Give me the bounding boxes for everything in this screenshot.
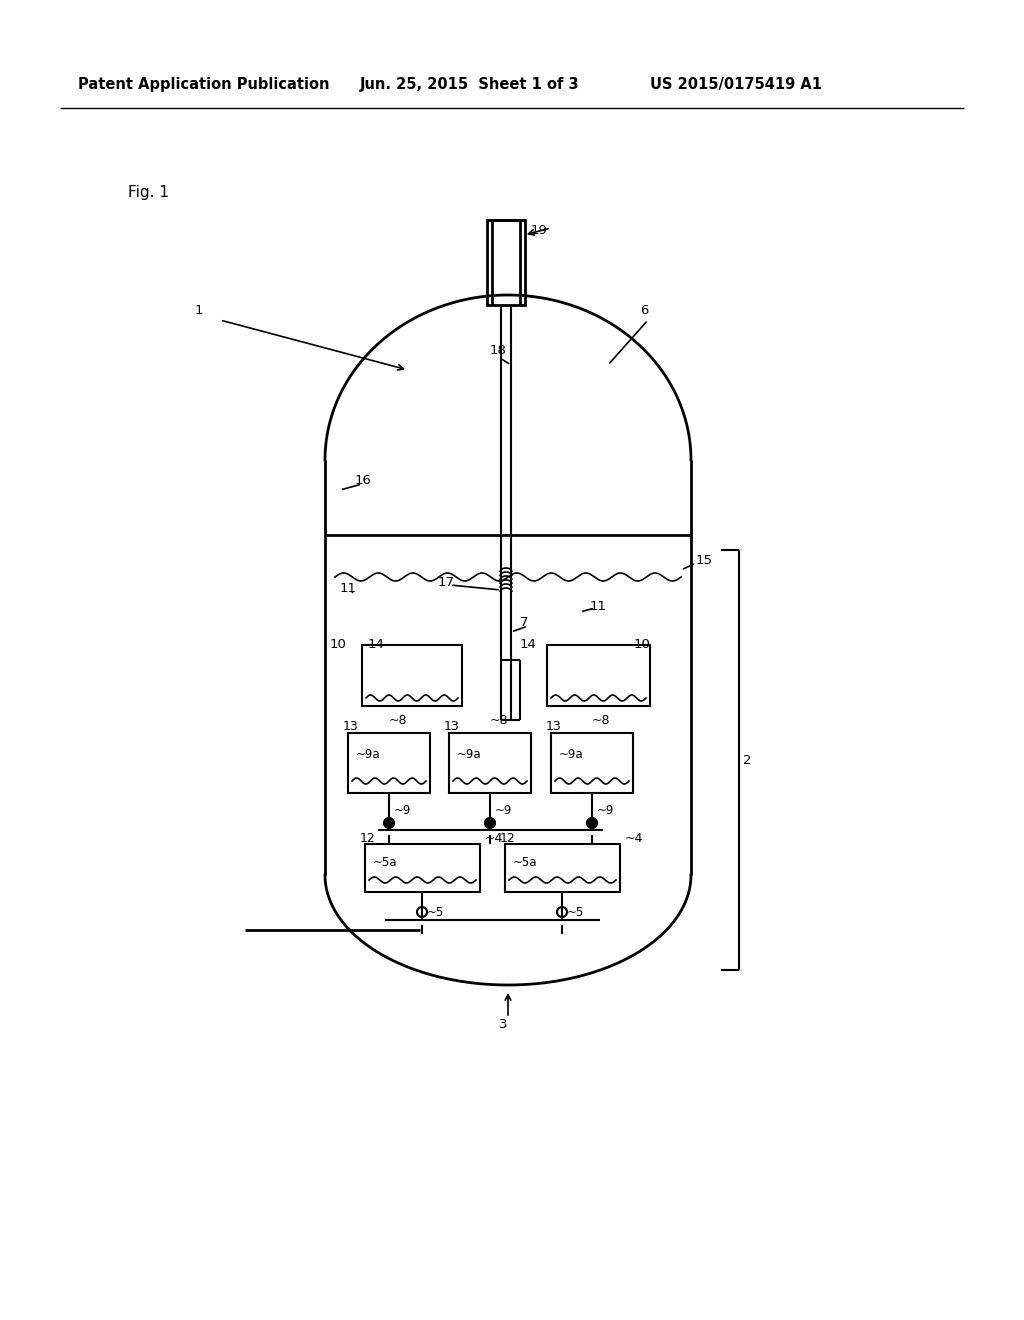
Text: 19: 19 [531, 223, 548, 236]
Bar [547, 645, 650, 706]
Text: 10: 10 [330, 638, 347, 651]
Bar [449, 733, 531, 793]
Text: ~5a: ~5a [513, 855, 538, 869]
Text: ~8: ~8 [592, 714, 610, 726]
Text: Patent Application Publication: Patent Application Publication [78, 78, 330, 92]
Bar [362, 645, 462, 706]
Text: ~9: ~9 [597, 804, 614, 817]
Text: 12: 12 [360, 832, 376, 845]
Text: ~9a: ~9a [356, 748, 381, 762]
Text: Jun. 25, 2015  Sheet 1 of 3: Jun. 25, 2015 Sheet 1 of 3 [360, 78, 580, 92]
Text: 7: 7 [520, 615, 528, 628]
Bar [551, 733, 633, 793]
Circle shape [485, 818, 495, 828]
Text: ~9: ~9 [394, 804, 412, 817]
Text: 14: 14 [520, 638, 537, 651]
Text: ~8: ~8 [389, 714, 408, 726]
Text: 11: 11 [340, 582, 357, 594]
Text: 17: 17 [438, 576, 455, 589]
Bar [365, 843, 480, 892]
Text: ~5: ~5 [427, 906, 444, 919]
Bar [487, 220, 525, 305]
Text: 13: 13 [343, 721, 358, 734]
Text: 18: 18 [490, 343, 507, 356]
Text: 13: 13 [546, 721, 562, 734]
Text: ~4: ~4 [485, 832, 504, 845]
Text: 3: 3 [499, 1019, 507, 1031]
Text: 6: 6 [640, 304, 648, 317]
Text: 14: 14 [368, 638, 385, 651]
Text: Fig. 1: Fig. 1 [128, 186, 169, 201]
Text: ~8: ~8 [490, 714, 509, 726]
Text: 2: 2 [743, 754, 752, 767]
Text: ~5a: ~5a [373, 855, 397, 869]
Text: US 2015/0175419 A1: US 2015/0175419 A1 [650, 78, 822, 92]
Text: ~5: ~5 [567, 906, 585, 919]
Bar [505, 843, 620, 892]
Text: 16: 16 [355, 474, 372, 487]
Text: 1: 1 [195, 304, 204, 317]
Circle shape [587, 818, 597, 828]
Bar [348, 733, 430, 793]
Text: ~9a: ~9a [457, 748, 481, 762]
Text: 10: 10 [634, 638, 651, 651]
Text: 11: 11 [590, 599, 607, 612]
Text: ~4: ~4 [625, 832, 643, 845]
Text: 12: 12 [500, 832, 516, 845]
Text: ~9a: ~9a [559, 748, 584, 762]
Text: ~9: ~9 [495, 804, 512, 817]
Circle shape [384, 818, 394, 828]
Text: 13: 13 [444, 721, 460, 734]
Text: 15: 15 [696, 553, 713, 566]
